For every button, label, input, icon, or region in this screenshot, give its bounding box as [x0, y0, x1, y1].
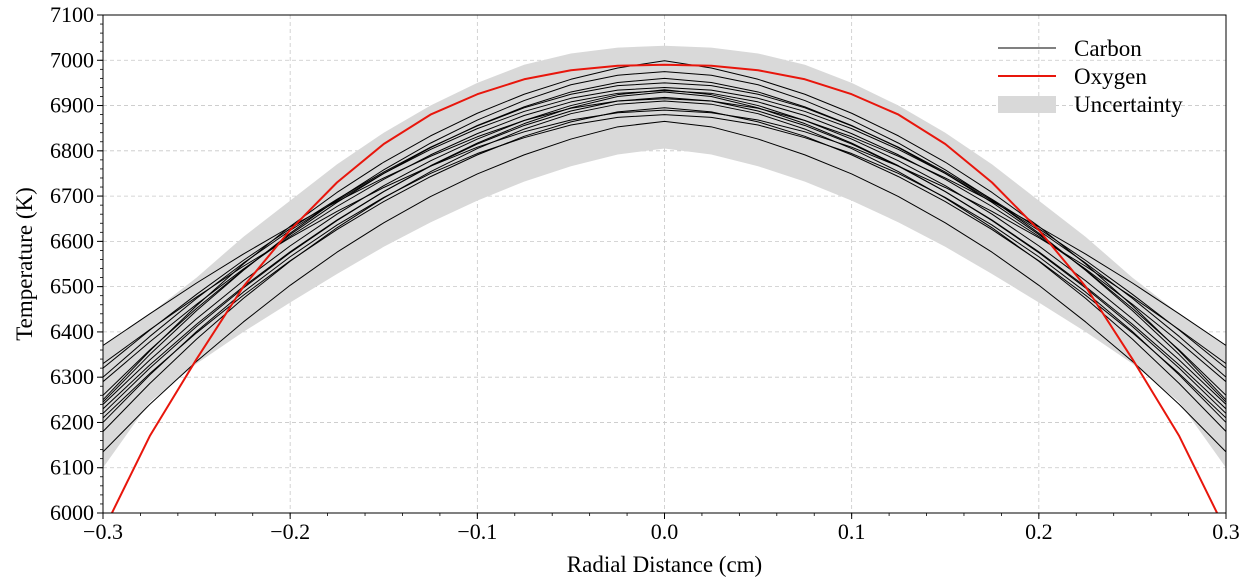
carbon-line-13 — [103, 71, 1226, 403]
y-tick-label: 6400 — [50, 319, 94, 344]
carbon-line-7 — [103, 91, 1226, 414]
oxygen-line — [110, 63, 1219, 513]
carbon-line-12 — [103, 107, 1226, 419]
x-tick-label: −0.1 — [457, 519, 497, 544]
y-tick-label: 6000 — [50, 500, 94, 525]
carbon-line-11 — [103, 109, 1226, 365]
x-tick-label: −0.2 — [270, 519, 310, 544]
legend-uncertainty-label: Uncertainty — [1074, 92, 1183, 117]
carbon-line-8 — [103, 90, 1226, 383]
x-tick-label: −0.3 — [83, 519, 123, 544]
carbon-line-10 — [103, 77, 1226, 396]
carbon-line-15 — [103, 96, 1226, 410]
x-tick-label: 0.0 — [651, 519, 679, 544]
y-axis-label: Temperature (K) — [12, 187, 37, 341]
carbon-line-3 — [103, 114, 1226, 423]
carbon-line-5 — [103, 89, 1226, 405]
y-tick-label: 7000 — [50, 47, 94, 72]
x-tick-label: 0.2 — [1025, 519, 1053, 544]
y-tick-label: 6700 — [50, 183, 94, 208]
y-tick-label: 6800 — [50, 138, 94, 163]
carbon-line-6 — [103, 98, 1226, 346]
legend: Carbon Oxygen Uncertainty — [998, 36, 1183, 117]
x-tick-label: 0.3 — [1212, 519, 1240, 544]
legend-carbon-label: Carbon — [1074, 36, 1142, 61]
y-tick-label: 7100 — [50, 2, 94, 27]
plot-area — [103, 45, 1226, 513]
y-tick-label: 6500 — [50, 274, 94, 299]
y-tick-label: 6600 — [50, 228, 94, 253]
y-tick-label: 6300 — [50, 364, 94, 389]
y-tick-label: 6200 — [50, 409, 94, 434]
axis-ticks: −0.3 −0.2 −0.1 0.0 0.1 0.2 0.3 6000 6100 6200 6300… — [50, 2, 1240, 544]
x-tick-label: 0.1 — [838, 519, 866, 544]
legend-uncertainty-swatch — [998, 96, 1056, 113]
y-tick-label: 6100 — [50, 455, 94, 480]
legend-oxygen-label: Oxygen — [1074, 64, 1147, 89]
x-axis-label: Radial Distance (cm) — [567, 552, 762, 577]
carbon-line-2 — [103, 120, 1226, 453]
y-tick-label: 6900 — [50, 93, 94, 118]
uncertainty-band — [103, 45, 1226, 468]
